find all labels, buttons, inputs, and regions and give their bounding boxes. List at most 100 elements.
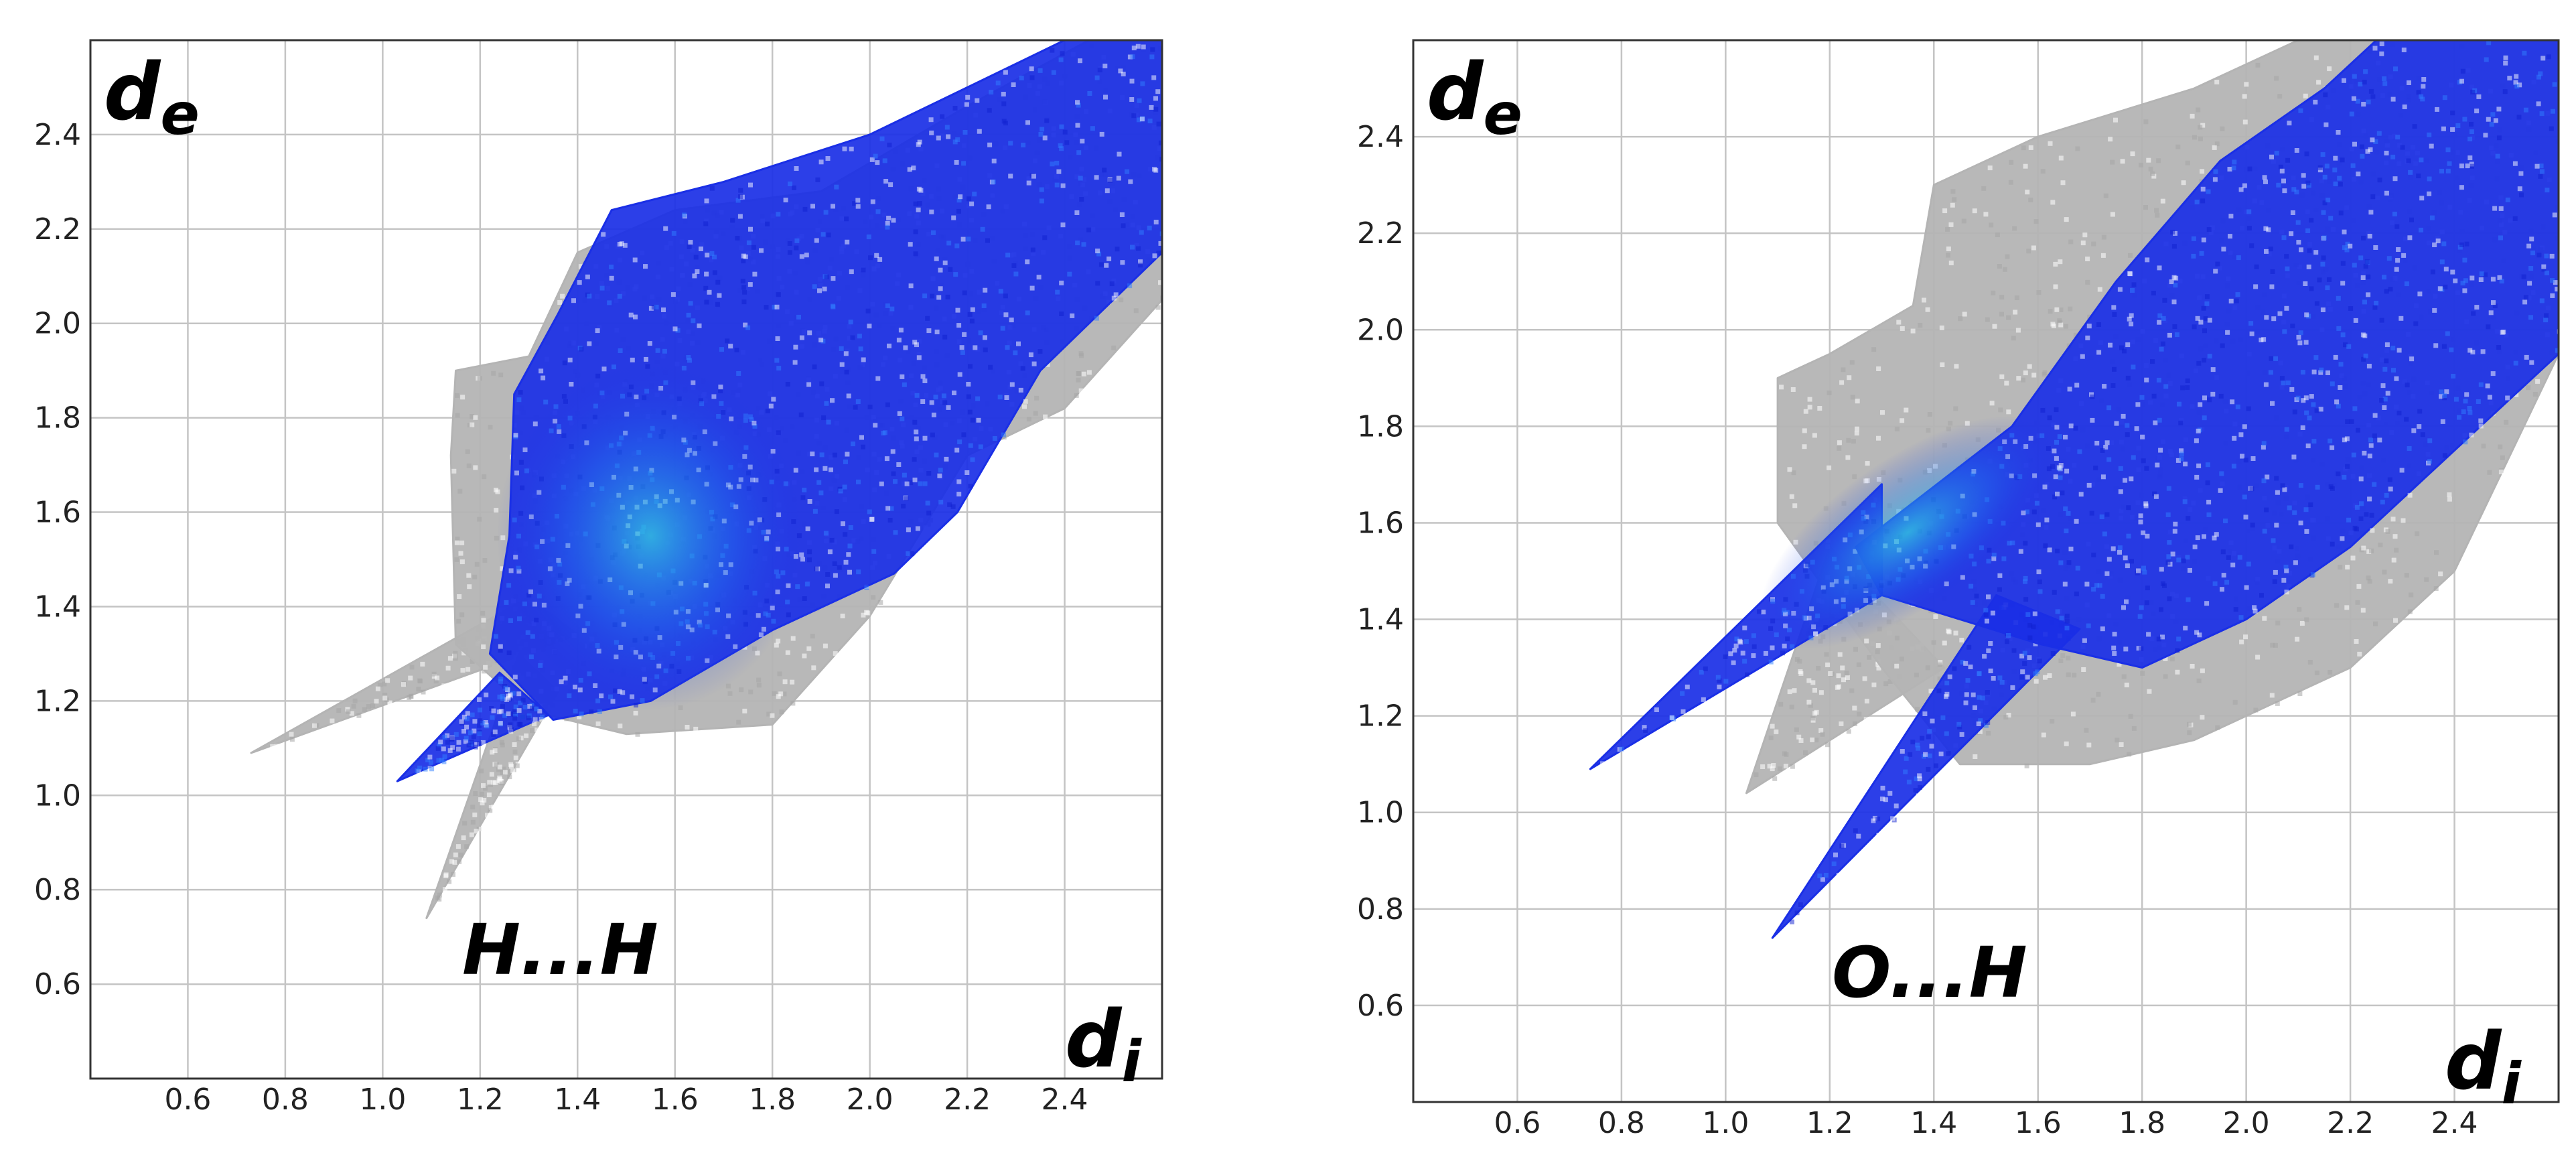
scatter-point bbox=[1075, 240, 1080, 246]
scatter-point bbox=[2058, 475, 2063, 480]
scatter-point bbox=[330, 718, 335, 724]
scatter-point bbox=[1062, 129, 1068, 135]
scatter-point bbox=[962, 130, 968, 135]
scatter-point bbox=[1944, 694, 1948, 699]
scatter-point bbox=[1669, 715, 1674, 720]
scatter-point bbox=[571, 298, 576, 303]
scatter-point bbox=[2068, 423, 2074, 429]
scatter-point bbox=[2523, 295, 2528, 300]
scatter-point bbox=[827, 549, 833, 555]
x-tick-labels: 0.6 0.8 1.0 1.2 1.4 1.6 1.8 2.0 2.2 2.4 bbox=[164, 1083, 1088, 1117]
scatter-point bbox=[1948, 222, 1954, 227]
scatter-point bbox=[2015, 328, 2021, 333]
scatter-point bbox=[1074, 393, 1079, 398]
scatter-point bbox=[2249, 486, 2255, 492]
scatter-point bbox=[2304, 617, 2309, 622]
scatter-point bbox=[967, 409, 973, 415]
scatter-point bbox=[2204, 301, 2210, 306]
scatter-point bbox=[703, 285, 709, 291]
scatter-point bbox=[2261, 445, 2266, 450]
scatter-point bbox=[908, 242, 913, 247]
scatter-point bbox=[1918, 784, 1922, 790]
scatter-point bbox=[2108, 342, 2113, 348]
scatter-point bbox=[1954, 364, 1959, 369]
scatter-point bbox=[2361, 356, 2366, 362]
x-tick-labels: 0.6 0.8 1.0 1.2 1.4 1.6 1.8 2.0 2.2 2.4 bbox=[1494, 1106, 2478, 1140]
scatter-point bbox=[595, 698, 601, 703]
scatter-point bbox=[1937, 676, 1942, 681]
scatter-point bbox=[2214, 532, 2219, 537]
scatter-point bbox=[802, 596, 807, 601]
scatter-point bbox=[973, 345, 978, 350]
scatter-point bbox=[885, 220, 890, 226]
scatter-point bbox=[2276, 182, 2281, 188]
scatter-point bbox=[1958, 316, 1963, 322]
scatter-point bbox=[2285, 381, 2291, 385]
scatter-point bbox=[1925, 665, 1930, 671]
scatter-point bbox=[819, 381, 825, 387]
scatter-point bbox=[913, 201, 918, 206]
scatter-point bbox=[466, 573, 472, 578]
scatter-point bbox=[704, 299, 709, 305]
scatter-point bbox=[1863, 717, 1869, 721]
scatter-point bbox=[2206, 500, 2212, 504]
scatter-point bbox=[513, 755, 518, 760]
scatter-point bbox=[1810, 680, 1816, 685]
scatter-point bbox=[2290, 324, 2295, 329]
scatter-point bbox=[1844, 671, 1849, 676]
scatter-point bbox=[1743, 639, 1749, 644]
scatter-point bbox=[2006, 633, 2011, 638]
scatter-point bbox=[362, 707, 367, 712]
scatter-point bbox=[2128, 713, 2133, 719]
scatter-point bbox=[2435, 107, 2439, 112]
scatter-point bbox=[818, 159, 824, 165]
scatter-point bbox=[824, 401, 829, 406]
scatter-point bbox=[2144, 466, 2149, 471]
x-tick-label: 2.0 bbox=[2223, 1106, 2270, 1140]
scatter-point bbox=[2498, 206, 2504, 211]
scatter-point bbox=[385, 678, 390, 683]
scatter-point bbox=[1086, 370, 1092, 375]
scatter-point bbox=[447, 748, 453, 753]
scatter-point bbox=[433, 679, 439, 684]
scatter-point bbox=[2073, 425, 2078, 431]
scatter-point bbox=[1098, 262, 1104, 267]
scatter-point bbox=[421, 689, 426, 695]
scatter-point bbox=[794, 245, 799, 251]
scatter-point bbox=[532, 721, 537, 727]
scatter-point bbox=[466, 742, 472, 748]
scatter-point bbox=[630, 357, 635, 362]
scatter-point bbox=[1139, 230, 1144, 235]
scatter-point bbox=[2522, 50, 2527, 56]
scatter-point bbox=[952, 139, 958, 145]
scatter-point bbox=[956, 198, 962, 203]
scatter-point bbox=[928, 117, 934, 123]
scatter-point bbox=[1976, 721, 1981, 726]
scatter-point bbox=[2047, 415, 2052, 421]
contact-label: H...H bbox=[462, 909, 658, 991]
scatter-point bbox=[1944, 731, 1949, 736]
scatter-point bbox=[427, 754, 433, 760]
scatter-point bbox=[945, 294, 950, 299]
scatter-point bbox=[1828, 671, 1833, 676]
scatter-point bbox=[906, 551, 911, 556]
scatter-point bbox=[2238, 432, 2244, 437]
scatter-point bbox=[2544, 313, 2549, 318]
scatter-point bbox=[806, 646, 812, 651]
scatter-point bbox=[2153, 420, 2158, 425]
scatter-point bbox=[2459, 163, 2464, 169]
scatter-point bbox=[2486, 117, 2491, 122]
scatter-point bbox=[1875, 817, 1881, 821]
scatter-point bbox=[2295, 636, 2300, 642]
scatter-point bbox=[2174, 332, 2179, 338]
scatter-point bbox=[1798, 669, 1803, 674]
scatter-point bbox=[2464, 392, 2470, 397]
scatter-point bbox=[1050, 161, 1055, 167]
scatter-point bbox=[469, 740, 474, 745]
scatter-point bbox=[2194, 200, 2200, 205]
scatter-point bbox=[922, 435, 928, 441]
scatter-point bbox=[374, 699, 379, 704]
scatter-point bbox=[2369, 512, 2374, 518]
scatter-point bbox=[2467, 410, 2473, 415]
scatter-point bbox=[2106, 557, 2112, 562]
